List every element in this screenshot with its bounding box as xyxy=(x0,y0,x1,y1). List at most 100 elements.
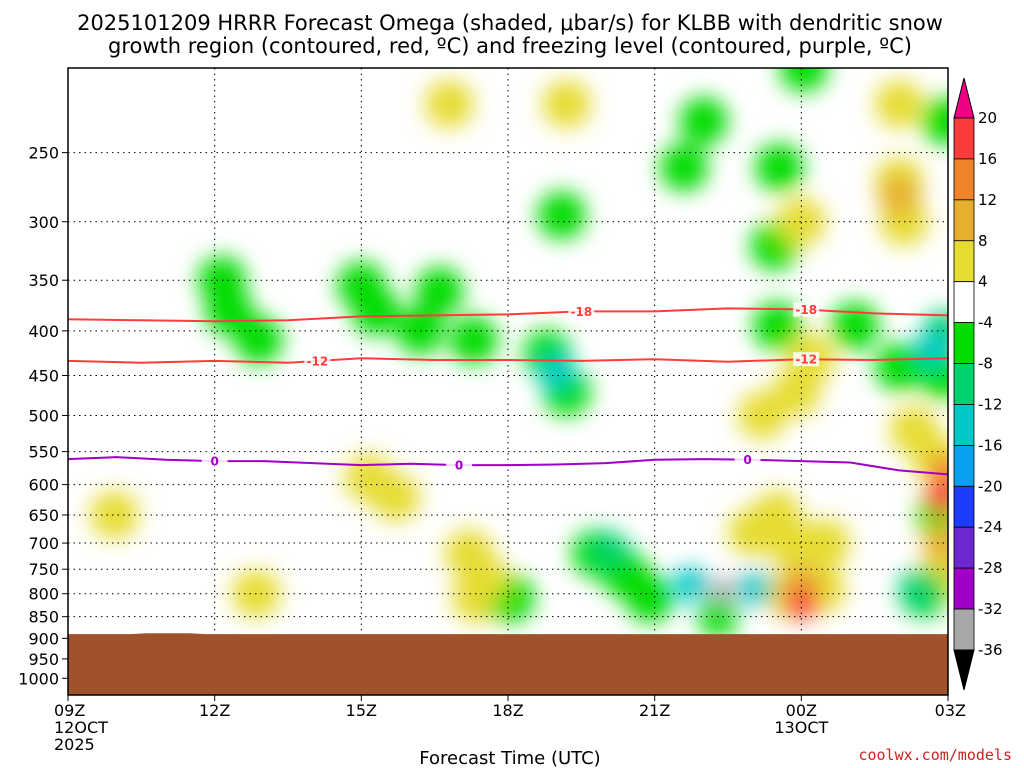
omega-cell-17 xyxy=(371,473,420,521)
omega-cell-22 xyxy=(679,97,728,145)
freezing-contour-label-bg-0-0 xyxy=(201,454,228,469)
omega-cell-19 xyxy=(459,555,508,604)
colorbar-label--24: -24 xyxy=(978,518,1003,536)
omega-cell-13 xyxy=(425,80,474,129)
chart-title-line-1: 2025101209 HRRR Forecast Omega (shaded, … xyxy=(77,11,943,35)
omega-cell-14 xyxy=(542,80,591,129)
colorbar-bin-11 xyxy=(953,567,975,610)
dgz-contour-label-0-0: -18 xyxy=(570,305,592,319)
colorbar-bin-6 xyxy=(953,363,975,405)
omega-shading-layer xyxy=(90,0,948,637)
dgz-contour-label-0-1: -18 xyxy=(795,303,817,317)
omega-cell-31 xyxy=(674,567,709,602)
omega-cell-30 xyxy=(710,578,737,605)
omega-cell-15 xyxy=(537,191,586,240)
colorbar-label-20: 20 xyxy=(978,109,997,127)
dgz-contour-label-bg-0-1 xyxy=(793,302,820,317)
omega-cell-47 xyxy=(752,302,801,351)
y-tick-label-800: 800 xyxy=(28,585,59,604)
omega-cell-55 xyxy=(875,343,924,391)
terrain-below-ground xyxy=(68,633,948,695)
x-tick-label-03Z: 03Z xyxy=(935,701,966,720)
omega-cell-3 xyxy=(234,316,283,365)
omega-cell-50 xyxy=(875,80,924,129)
omega-cell-11 xyxy=(539,354,574,389)
omega-cell-1 xyxy=(205,287,254,336)
colorbar-bin-3 xyxy=(953,240,975,283)
x-tick-sublabel-09Z-1: 2025 xyxy=(54,735,95,754)
colorbar: 20 16 12 8 4 -4 -8 -12 -16 -20 -24 -28 -32 -36 xyxy=(953,77,1003,691)
y-tick-label-700: 700 xyxy=(28,534,59,553)
omega-cell-4 xyxy=(313,0,361,7)
colorbar-label--16: -16 xyxy=(978,436,1003,454)
colorbar-label-16: 16 xyxy=(978,150,997,168)
dgz-contour-label-bg-0-0 xyxy=(568,304,595,319)
colorbar-bin-8 xyxy=(953,444,975,487)
omega-cell-36 xyxy=(801,519,850,568)
colorbar-label-12: 12 xyxy=(978,191,997,209)
colorbar-bin-0 xyxy=(953,117,975,160)
y-tick-label-300: 300 xyxy=(28,213,59,232)
dgz-contour-label-bg-1-0 xyxy=(304,353,331,368)
colorbar-label--28: -28 xyxy=(978,559,1003,577)
colorbar-bin-2 xyxy=(953,199,975,242)
y-tick-label-950: 950 xyxy=(28,650,59,669)
dgz-contour-label-1-0: -12 xyxy=(306,354,328,368)
colorbar-max-arrow xyxy=(953,77,975,119)
omega-cell-49 xyxy=(779,68,828,92)
omega-cell-56 xyxy=(916,332,948,367)
colorbar-bin-10 xyxy=(953,526,975,569)
colorbar-bin-9 xyxy=(953,485,975,528)
y-tick-label-400: 400 xyxy=(28,322,59,341)
omega-cell-45 xyxy=(755,143,804,192)
omega-cell-66 xyxy=(923,523,948,564)
omega-cell-29 xyxy=(625,574,674,623)
y-axis: 250 300 350 400 450 500 550 600 650 700 750 800 850 9… xyxy=(18,144,68,688)
y-tick-label-600: 600 xyxy=(28,476,59,495)
colorbar-label--32: -32 xyxy=(978,600,1003,618)
colorbar-label--4: -4 xyxy=(978,314,993,332)
temperature-contours: -18 -18 -12 -12 0 0 0 xyxy=(68,302,948,476)
chart-title-line-2: growth region (contoured, red, ºC) and f… xyxy=(108,34,912,58)
freezing-contour-label-bg-0-1 xyxy=(446,458,473,473)
dgz-contour-label-1-1: -12 xyxy=(795,353,817,367)
colorbar-bin-4 xyxy=(953,281,975,324)
y-tick-label-350: 350 xyxy=(28,271,59,290)
omega-cell-32 xyxy=(737,571,772,606)
colorbar-label-8: 8 xyxy=(978,232,988,250)
omega-cell-5 xyxy=(352,287,400,336)
y-tick-label-750: 750 xyxy=(28,560,59,579)
y-tick-label-900: 900 xyxy=(28,629,59,648)
omega-cell-65 xyxy=(926,480,948,514)
x-tick-sublabel-00Z-0: 13OCT xyxy=(774,718,828,737)
y-tick-label-850: 850 xyxy=(28,608,59,627)
colorbar-bin-7 xyxy=(953,404,975,446)
x-tick-label-18Z: 18Z xyxy=(492,701,523,720)
colorbar-label--20: -20 xyxy=(978,477,1003,495)
colorbar-label--36: -36 xyxy=(978,641,1003,659)
omega-cell-23 xyxy=(660,143,708,192)
x-tick-sublabel-09Z-0: 12OCT xyxy=(54,718,108,737)
omega-cell-37 xyxy=(767,519,816,568)
y-tick-label-250: 250 xyxy=(28,144,59,163)
freezing-contour-label-0-0: 0 xyxy=(210,455,218,469)
dgz-contour-label-bg-1-1 xyxy=(793,352,820,367)
omega-cell-68 xyxy=(921,97,948,145)
x-tick-label-15Z: 15Z xyxy=(346,701,377,720)
colorbar-label--8: -8 xyxy=(978,355,993,373)
omega-cell-53 xyxy=(879,175,920,216)
colorbar-bin-1 xyxy=(953,158,975,201)
colorbar-bin-5 xyxy=(953,322,975,364)
credit-text: coolwx.com/models xyxy=(858,746,1012,764)
omega-cell-60 xyxy=(898,568,939,609)
omega-cell-8 xyxy=(449,316,498,365)
omega-cell-54 xyxy=(831,302,880,351)
x-axis-title: Forecast Time (UTC) xyxy=(419,748,600,768)
colorbar-label-4: 4 xyxy=(978,273,988,291)
x-tick-label-12Z: 12Z xyxy=(199,701,230,720)
omega-cell-41 xyxy=(784,586,819,621)
x-tick-label-00Z: 00Z xyxy=(786,701,817,720)
colorbar-label--12: -12 xyxy=(978,395,1003,413)
